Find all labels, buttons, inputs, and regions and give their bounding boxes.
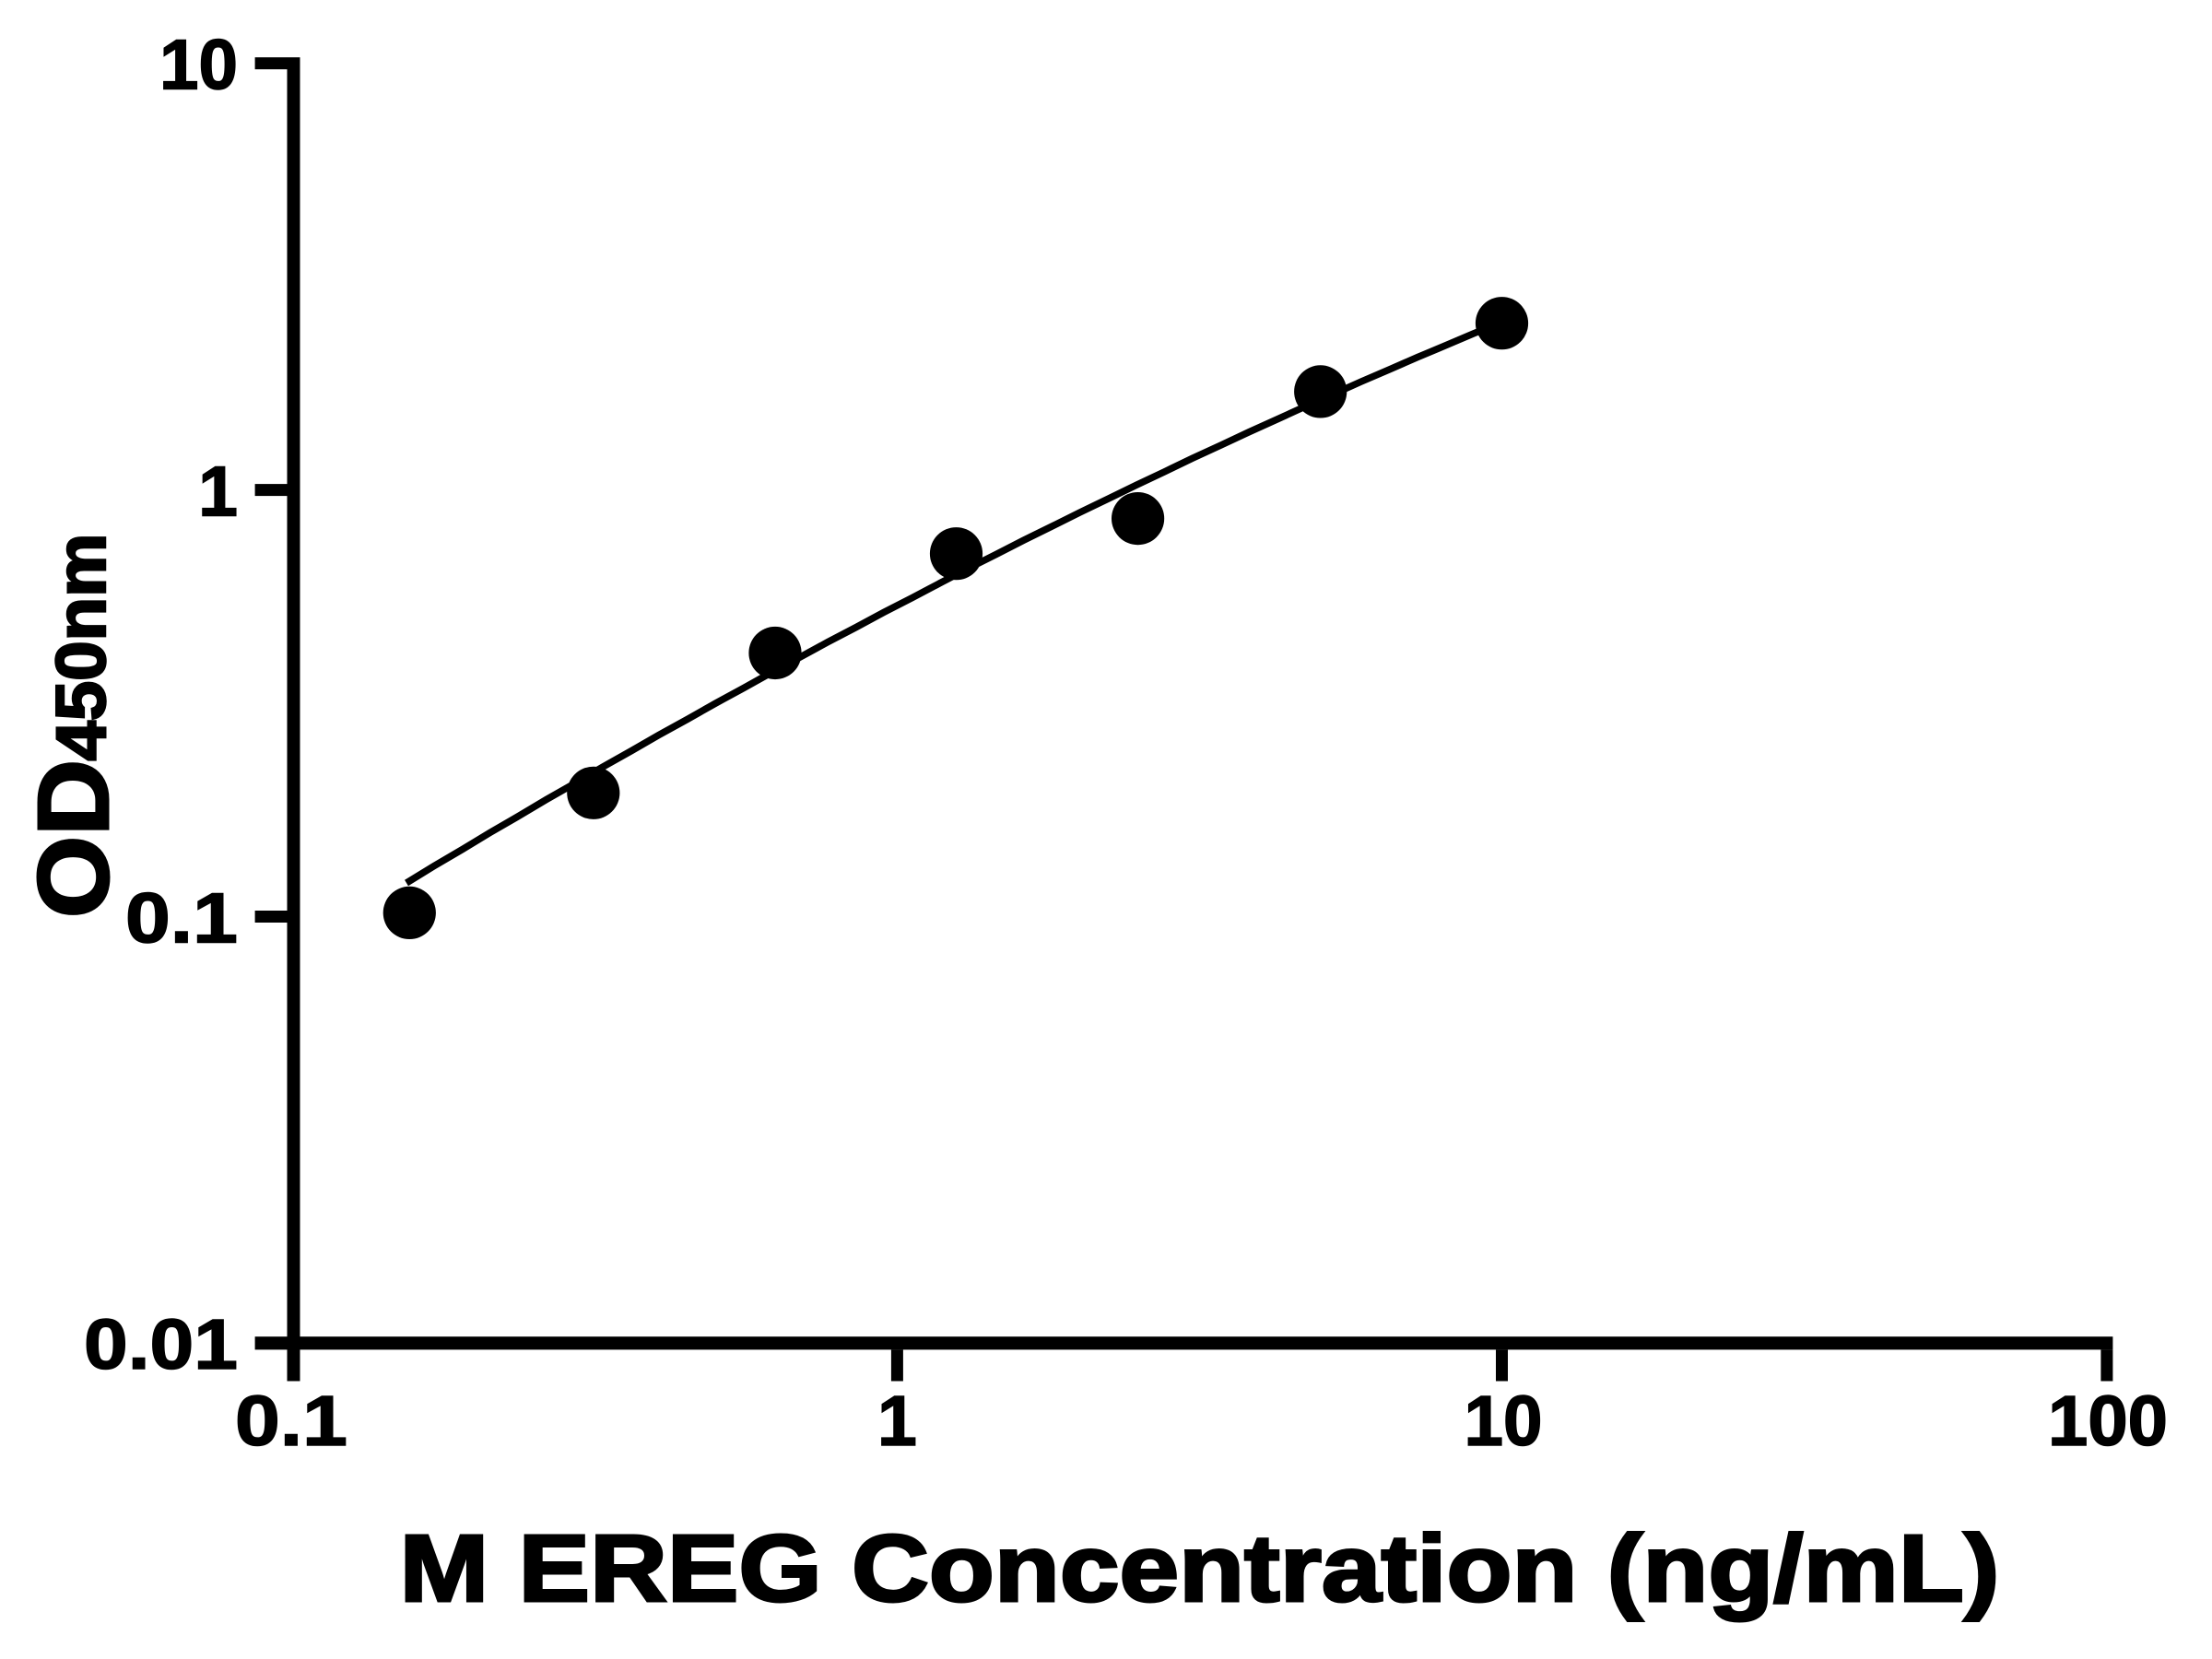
- svg-text:0.1: 0.1: [125, 878, 238, 958]
- svg-text:OD: OD: [18, 759, 130, 918]
- svg-text:1: 1: [877, 1382, 917, 1461]
- svg-text:10: 10: [159, 26, 238, 105]
- svg-text:100: 100: [2048, 1382, 2168, 1461]
- svg-text:1: 1: [198, 452, 238, 531]
- svg-text:M EREG Concentration (ng/mL): M EREG Concentration (ng/mL): [400, 1515, 2000, 1621]
- svg-text:0.01: 0.01: [84, 1305, 238, 1384]
- svg-text:0.1: 0.1: [235, 1382, 347, 1461]
- svg-text:10: 10: [1465, 1382, 1543, 1461]
- svg-text:450nm: 450nm: [42, 534, 121, 761]
